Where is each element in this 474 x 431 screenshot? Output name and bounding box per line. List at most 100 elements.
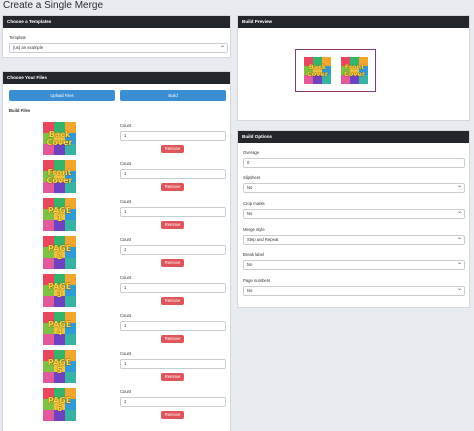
- page-numbers-select[interactable]: No: [243, 285, 465, 296]
- count-value: 1: [124, 361, 127, 366]
- count-label: Count: [120, 199, 132, 204]
- thumbnail-subtitle: Cover: [46, 176, 73, 185]
- thumbnail-title: PAGE: [47, 320, 72, 329]
- merge-style-value: Step and Repeat: [247, 237, 279, 242]
- thumbnail-color-grid: [43, 350, 76, 383]
- remove-file-button[interactable]: Remove: [161, 297, 184, 305]
- count-input[interactable]: 1: [120, 207, 226, 217]
- templates-card: Choose a Templates Template (us) an exam…: [2, 15, 231, 58]
- options-card-header: Build Options: [238, 131, 469, 143]
- count-value: 1: [124, 247, 127, 252]
- thumbnail-title: PAGE: [47, 396, 72, 405]
- count-input[interactable]: 1: [120, 359, 226, 369]
- templates-card-header: Choose a Templates: [3, 16, 230, 28]
- page-thumbnail: PAGE 1: [43, 198, 76, 231]
- thumbnail-subtitle: 3: [56, 290, 63, 299]
- count-value: 1: [124, 209, 127, 214]
- overage-label: Overage: [243, 150, 260, 155]
- thumbnail-subtitle: 4: [56, 328, 63, 337]
- count-value: 1: [124, 323, 127, 328]
- thumbnail-color-grid: [43, 198, 76, 231]
- thumbnail-color-grid: [43, 388, 76, 421]
- count-value: 1: [124, 171, 127, 176]
- remove-file-button[interactable]: Remove: [161, 411, 184, 419]
- count-label: Count: [120, 275, 132, 280]
- thumbnail-color-grid: [304, 57, 331, 84]
- count-input[interactable]: 1: [120, 283, 226, 293]
- count-input[interactable]: 1: [120, 131, 226, 141]
- thumbnail-subtitle: 5: [56, 366, 63, 375]
- page-thumbnail: Front Cover: [43, 160, 76, 193]
- thumbnail-title: PAGE: [47, 244, 72, 253]
- template-select[interactable]: (us) an example: [9, 42, 228, 53]
- count-label: Count: [120, 161, 132, 166]
- page-thumbnail: PAGE 2: [43, 236, 76, 269]
- count-label: Count: [120, 389, 132, 394]
- count-value: 1: [124, 133, 127, 138]
- thumbnail-title: PAGE: [47, 282, 72, 291]
- count-label: Count: [120, 237, 132, 242]
- template-label: Template: [9, 35, 26, 40]
- crop-marks-select[interactable]: No: [243, 208, 465, 219]
- preview-card-header: Build Preview: [238, 16, 469, 28]
- slipsheet-label: Slipsheet: [243, 175, 261, 180]
- preview-sheet: Back Cover Front Cover: [295, 49, 376, 92]
- slipsheet-value: No: [247, 185, 253, 190]
- page-thumbnail: PAGE 6: [43, 388, 76, 421]
- preview-card: Build Preview Back Cover Front Cover: [237, 15, 470, 121]
- crop-marks-label: Crop marks: [243, 201, 265, 206]
- page-thumbnail: Back Cover: [43, 122, 76, 155]
- build-files-label: Build Files: [9, 108, 31, 113]
- page-thumbnail: Front Cover: [341, 57, 368, 84]
- thumbnail-title: Front: [344, 63, 365, 71]
- count-label: Count: [120, 351, 132, 356]
- thumbnail-color-grid: [43, 236, 76, 269]
- page-numbers-label: Page numbers: [243, 278, 271, 283]
- thumbnail-subtitle: 6: [56, 404, 63, 413]
- template-select-value: (us) an example: [13, 45, 44, 50]
- page-thumbnail: PAGE 4: [43, 312, 76, 345]
- thumbnail-color-grid: [43, 312, 76, 345]
- count-input[interactable]: 1: [120, 169, 226, 179]
- build-button[interactable]: Build: [120, 90, 226, 101]
- overage-value: 0: [247, 160, 250, 165]
- upload-files-button[interactable]: Upload Files: [9, 90, 115, 101]
- page-title: Create a Single Merge: [3, 0, 104, 11]
- thumbnail-subtitle: Cover: [343, 70, 366, 78]
- thumbnail-subtitle: 2: [56, 252, 63, 261]
- merge-style-select[interactable]: Step and Repeat: [243, 234, 465, 245]
- thumbnail-color-grid: [341, 57, 368, 84]
- thumbnail-color-grid: [43, 274, 76, 307]
- remove-file-button[interactable]: Remove: [161, 183, 184, 191]
- remove-file-button[interactable]: Remove: [161, 373, 184, 381]
- count-value: 1: [124, 285, 127, 290]
- page-numbers-value: No: [247, 288, 253, 293]
- thumbnail-title: PAGE: [47, 206, 72, 215]
- crop-marks-value: No: [247, 211, 253, 216]
- files-card-header: Choose Your Files: [3, 72, 230, 84]
- slipsheet-select[interactable]: No: [243, 182, 465, 193]
- thumbnail-title: PAGE: [47, 358, 72, 367]
- thumbnail-color-grid: [43, 122, 76, 155]
- remove-file-button[interactable]: Remove: [161, 145, 184, 153]
- remove-file-button[interactable]: Remove: [161, 259, 184, 267]
- page-thumbnail: PAGE 5: [43, 350, 76, 383]
- page-thumbnail: PAGE 3: [43, 274, 76, 307]
- options-card: Build Options Overage 0 Slipsheet No Cro…: [237, 130, 470, 308]
- count-input[interactable]: 1: [120, 321, 226, 331]
- thumbnail-title: Back: [48, 130, 71, 139]
- thumbnail-subtitle: 1: [56, 214, 63, 223]
- count-input[interactable]: 1: [120, 397, 226, 407]
- count-value: 1: [124, 399, 127, 404]
- thumbnail-title: Back: [308, 63, 327, 71]
- merge-style-label: Merge style: [243, 227, 265, 232]
- count-input[interactable]: 1: [120, 245, 226, 255]
- overage-input[interactable]: 0: [243, 158, 465, 168]
- count-label: Count: [120, 123, 132, 128]
- remove-file-button[interactable]: Remove: [161, 221, 184, 229]
- remove-file-button[interactable]: Remove: [161, 335, 184, 343]
- thumbnail-subtitle: Cover: [46, 138, 73, 147]
- thumbnail-color-grid: [43, 160, 76, 193]
- thumbnail-title: Front: [47, 168, 72, 177]
- break-label-select[interactable]: No: [243, 259, 465, 270]
